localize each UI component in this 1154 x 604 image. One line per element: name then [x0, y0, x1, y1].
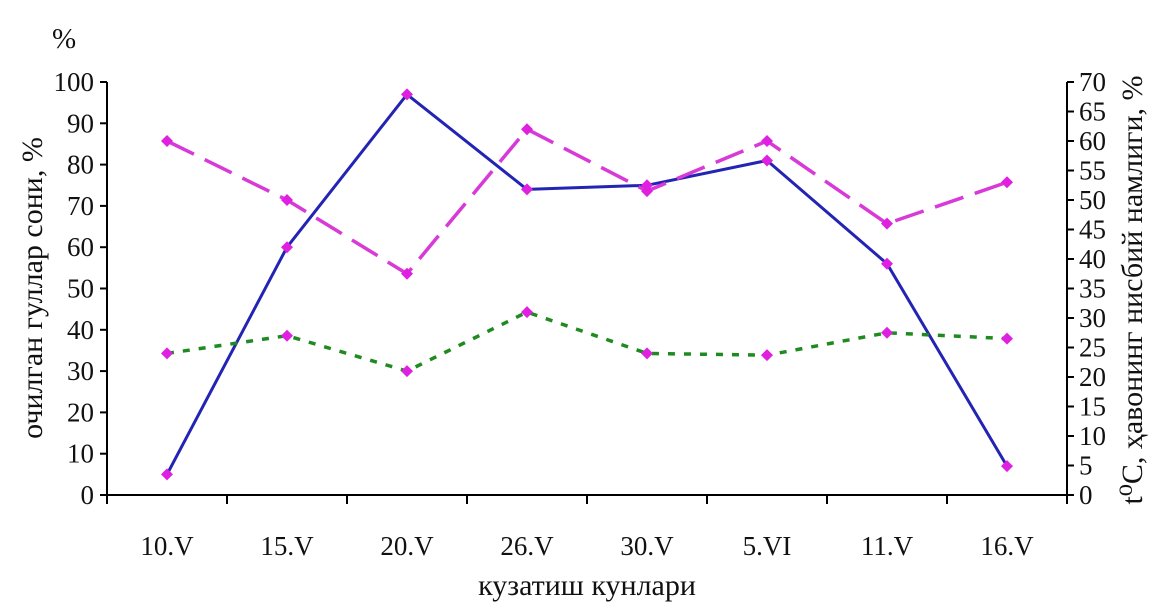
x-tick-label: 30.V	[620, 531, 674, 561]
data-point-dashed	[401, 267, 413, 280]
left-tick-label: 70	[67, 191, 94, 221]
left-tick-label: 0	[81, 480, 95, 510]
x-tick-label: 16.V	[980, 531, 1034, 561]
data-point-solid	[1001, 460, 1013, 473]
series-line-solid	[165, 92, 1009, 476]
x-axis-ticks: 10.V 15.V 20.V 26.V 30.V 5.VI 11.V 16.V	[106, 495, 1068, 561]
left-tick-label: 60	[67, 232, 94, 262]
left-tick-label: 80	[67, 150, 94, 180]
right-tick-label: 45	[1079, 215, 1106, 245]
left-tick-label: 20	[67, 397, 94, 427]
x-tick-label: 20.V	[380, 531, 434, 561]
right-tick-label: 5	[1079, 451, 1093, 481]
right-tick-label: 65	[1079, 97, 1106, 127]
data-point-solid	[281, 241, 293, 254]
data-point-solid	[161, 468, 173, 481]
right-tick-label: 20	[1079, 362, 1106, 392]
x-tick-label: 5.VI	[743, 531, 792, 561]
left-axis-label: очилган гуллар сони, %	[16, 137, 49, 439]
data-point-solid	[401, 88, 413, 101]
data-point-dotted	[401, 365, 413, 378]
series-line-dashed	[166, 127, 1008, 276]
right-tick-label: 10	[1079, 421, 1106, 451]
x-tick-label: 26.V	[500, 531, 554, 561]
right-tick-label: 70	[1079, 67, 1106, 97]
x-axis-label: кузатиш кунлари	[478, 569, 696, 602]
right-tick-label: 50	[1079, 185, 1106, 215]
data-point-dashed	[521, 123, 533, 136]
left-tick-label: 90	[67, 108, 94, 138]
left-tick-label: 30	[67, 356, 94, 386]
data-point-solid	[761, 154, 773, 167]
data-point-dashed	[761, 135, 773, 147]
series-line-dotted	[166, 310, 1008, 373]
right-tick-label: 30	[1079, 303, 1106, 333]
x-tick-label: 15.V	[260, 531, 314, 561]
data-point-dotted	[161, 347, 173, 360]
x-tick-label: 10.V	[140, 531, 194, 561]
data-point-dotted	[641, 347, 653, 360]
data-point-dashed	[881, 217, 893, 230]
right-tick-label: 55	[1079, 156, 1106, 186]
right-tick-label: 60	[1079, 126, 1106, 156]
left-tick-label: 100	[54, 67, 95, 97]
data-point-dotted	[761, 349, 773, 362]
series-group	[161, 88, 1013, 481]
left-tick-label: 50	[67, 274, 94, 304]
right-tick-label: 0	[1079, 480, 1093, 510]
left-axis-unit: %	[52, 23, 76, 55]
left-tick-label: 40	[67, 315, 94, 345]
right-tick-label: 25	[1079, 333, 1106, 363]
data-point-dashed	[1001, 176, 1013, 189]
data-point-solid	[521, 183, 533, 196]
right-tick-label: 40	[1079, 244, 1106, 274]
data-point-dotted	[1001, 332, 1013, 345]
right-tick-label: 35	[1079, 274, 1106, 304]
x-tick-label: 11.V	[861, 531, 914, 561]
data-point-dashed	[641, 185, 653, 198]
left-axis-ticks: 0 10 20 30 40 50 60 70 80 90 100	[54, 67, 107, 510]
data-point-dotted	[521, 306, 533, 319]
data-point-dashed	[161, 135, 173, 147]
right-axis-label: t⁰C, ҳавонинг нисбий намлиги, %	[1116, 75, 1149, 504]
left-tick-label: 10	[67, 439, 94, 469]
data-point-solid	[881, 257, 893, 270]
data-point-dotted	[281, 329, 293, 342]
data-point-dashed	[281, 194, 293, 206]
right-tick-label: 15	[1079, 392, 1106, 422]
data-point-dotted	[881, 326, 893, 339]
